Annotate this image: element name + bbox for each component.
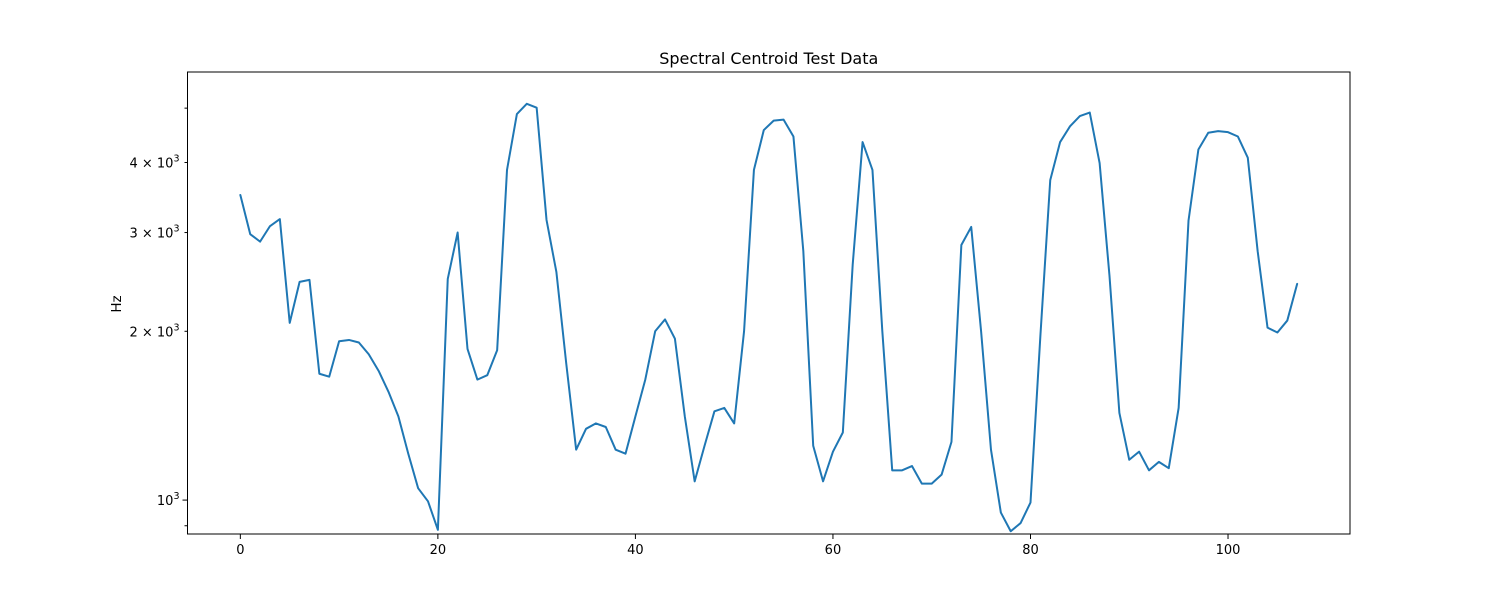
x-tick-label: 80	[1022, 543, 1039, 558]
y-axis-label: Hz	[109, 295, 125, 312]
y-tick-label: 3 × 103	[129, 224, 179, 242]
chart-title: Spectral Centroid Test Data	[659, 49, 878, 68]
x-tick-label: 60	[825, 543, 842, 558]
plot-area: 0 20 40 60 80 100 103 2 × 103 3 × 103 4 × 103	[129, 102, 1299, 558]
x-tick-label: 20	[430, 543, 447, 558]
y-tick-label: 2 × 103	[129, 322, 179, 340]
y-tick-label: 103	[157, 491, 180, 509]
x-tick-label: 100	[1216, 543, 1241, 558]
x-tick-label: 0	[236, 543, 244, 558]
series-line-0	[239, 102, 1299, 533]
x-tick-label: 40	[627, 543, 644, 558]
plot-frame	[187, 71, 1351, 535]
y-tick-label: 4 × 103	[129, 153, 179, 171]
